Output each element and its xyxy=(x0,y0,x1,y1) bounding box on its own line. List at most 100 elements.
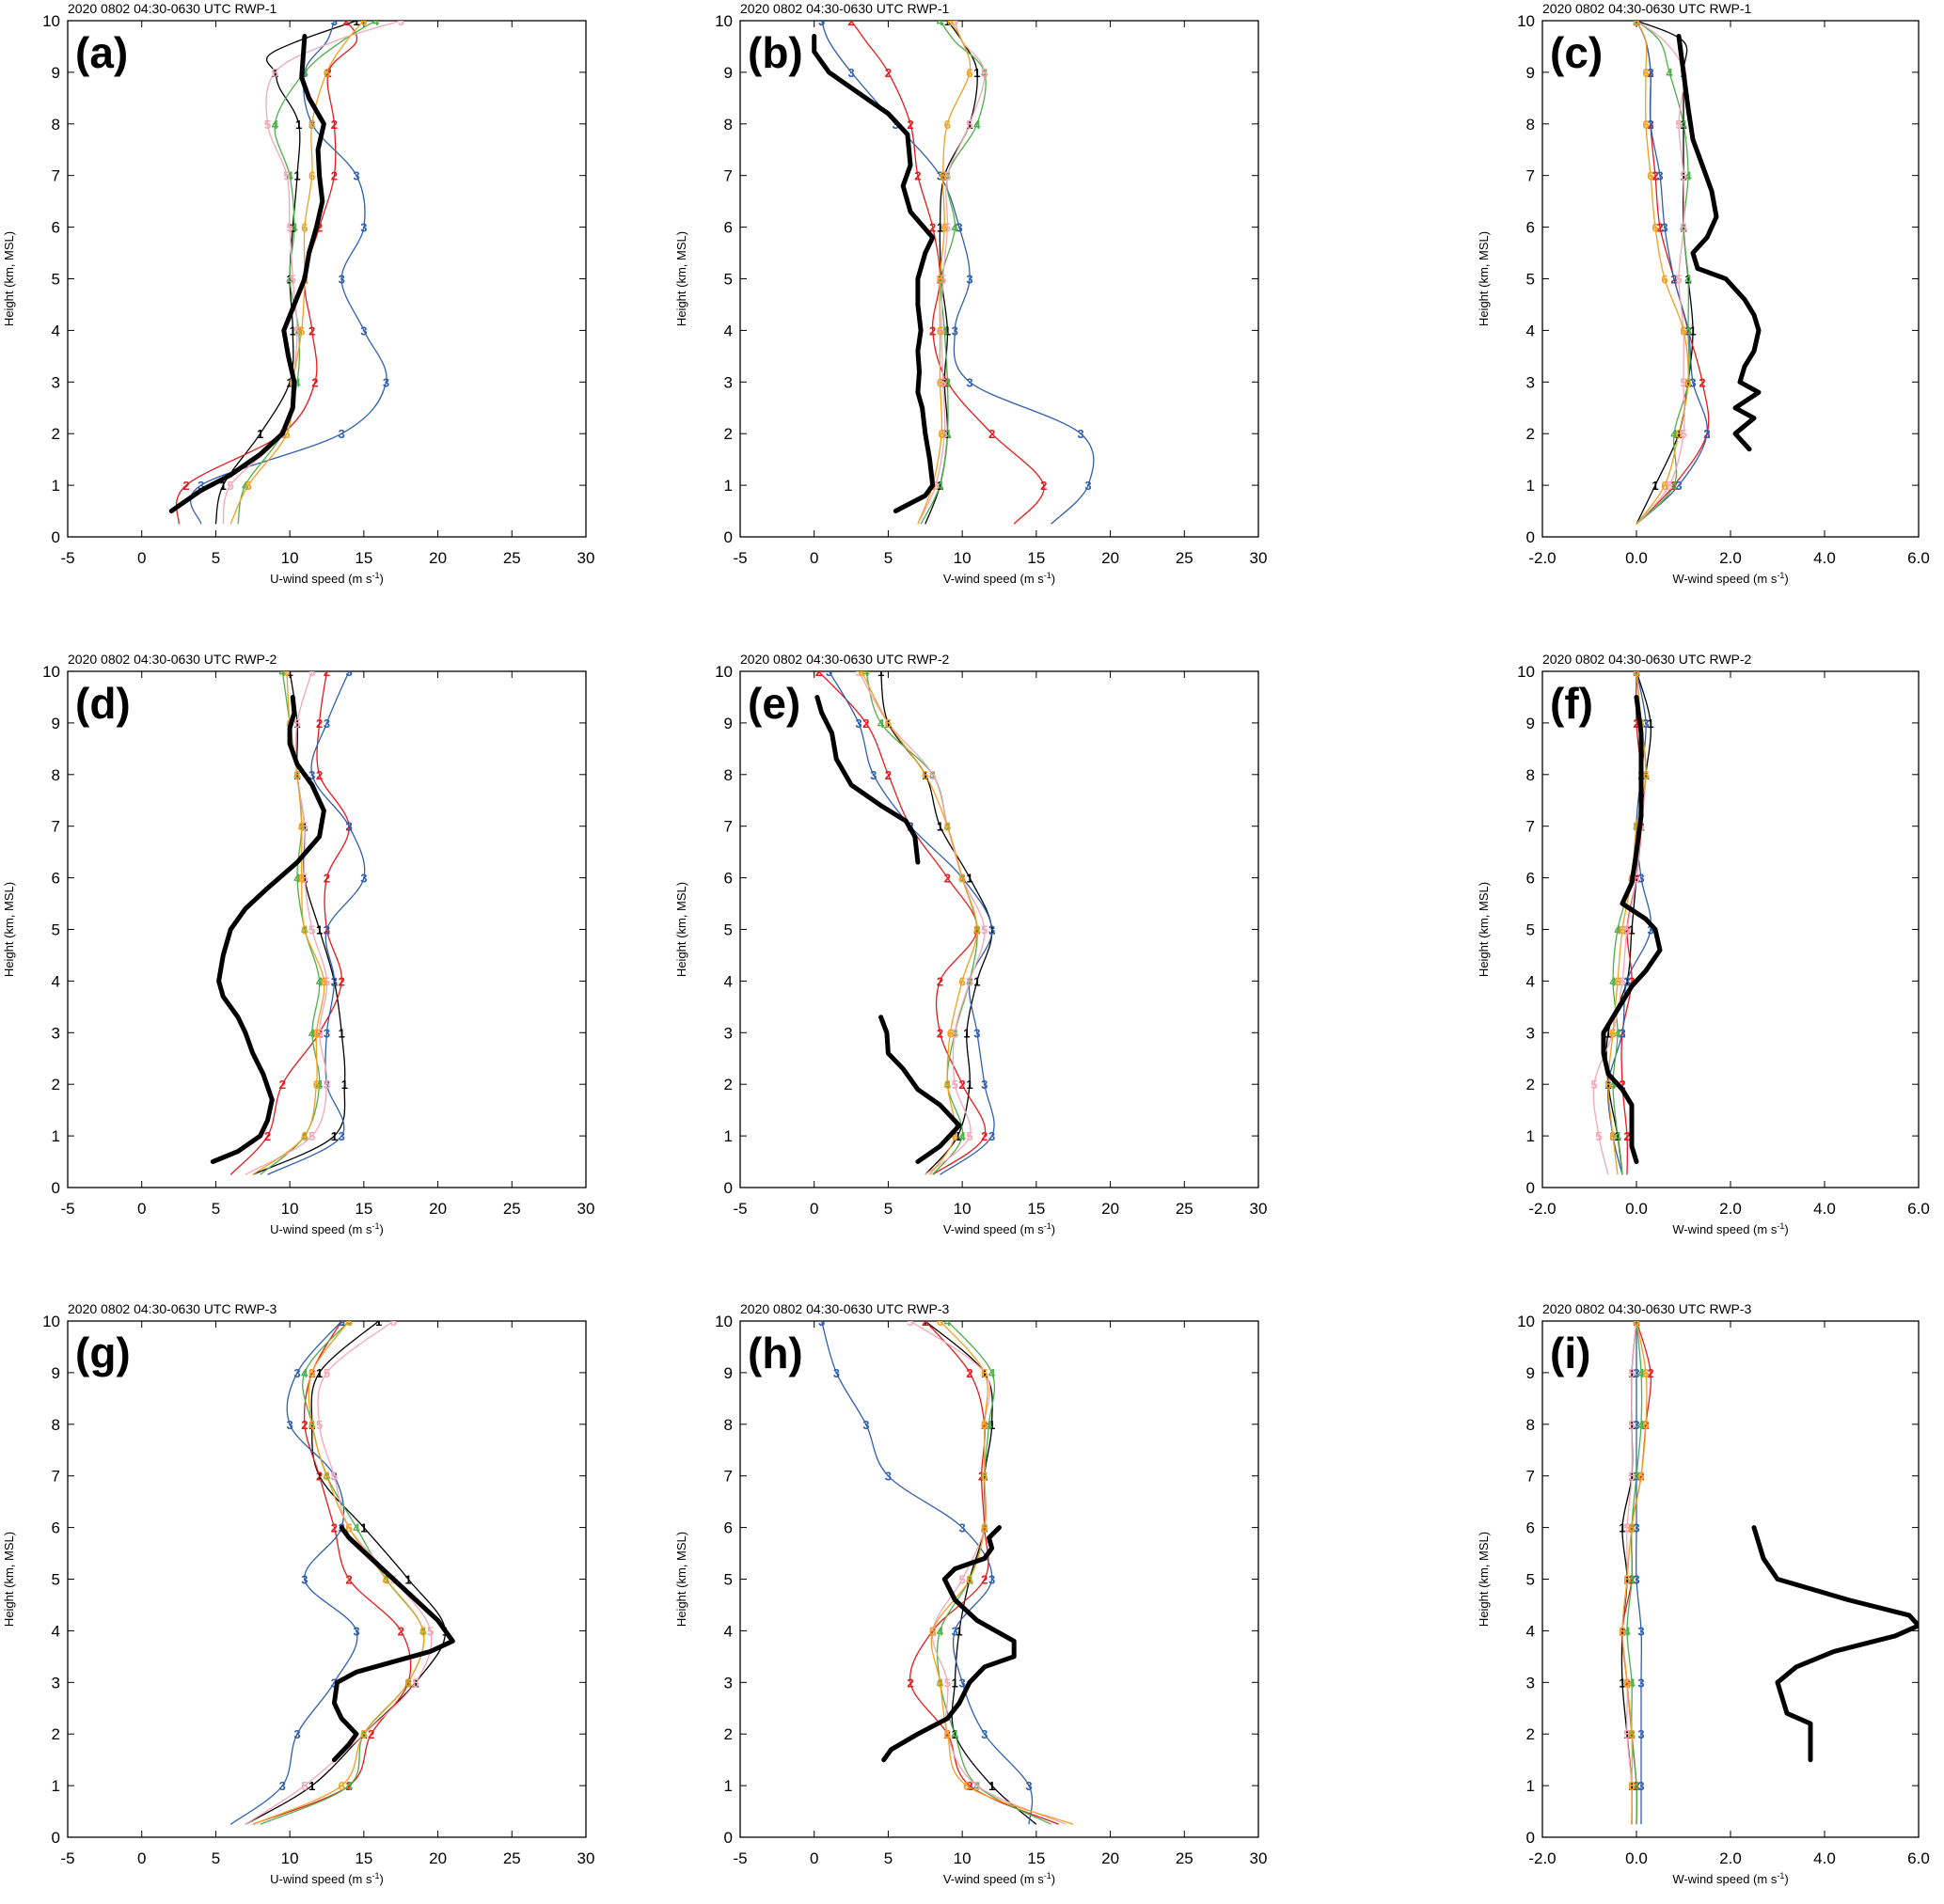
y-tick-label: 0 xyxy=(1526,1829,1535,1847)
series-marker-1: 1 xyxy=(1647,716,1653,731)
series-marker-4: 4 xyxy=(944,1078,952,1092)
series-marker-4: 4 xyxy=(383,1573,390,1587)
series-marker-6: 6 xyxy=(301,1129,308,1143)
series-marker-6: 6 xyxy=(959,872,966,886)
series-marker-5: 5 xyxy=(301,872,308,886)
series-marker-3: 3 xyxy=(331,14,338,28)
y-tick-label: 6 xyxy=(1526,1519,1535,1537)
series-marker-3: 3 xyxy=(339,427,345,441)
series-marker-6: 6 xyxy=(1633,820,1639,834)
y-tick-label: 3 xyxy=(1526,1024,1535,1042)
y-tick-label: 5 xyxy=(52,921,60,939)
y-tick-label: 6 xyxy=(724,870,733,888)
y-tick-label: 2 xyxy=(724,425,733,443)
series-marker-2: 2 xyxy=(264,1129,271,1143)
series-marker-5: 5 xyxy=(324,1078,330,1092)
series-marker-4: 4 xyxy=(973,923,981,937)
x-tick-label: 25 xyxy=(1176,1849,1193,1867)
series-line-3 xyxy=(820,1321,1034,1825)
series-marker-3: 3 xyxy=(331,974,338,988)
series-marker-2: 2 xyxy=(324,66,331,80)
series-marker-1: 1 xyxy=(937,820,943,834)
series-marker-2: 2 xyxy=(937,273,943,287)
x-tick-label: 25 xyxy=(1176,1200,1193,1218)
panel-h: 2020 0802 04:30-0630 UTC RWP-30123456789… xyxy=(674,1301,1267,1886)
series-marker-5: 5 xyxy=(1680,375,1686,389)
series-marker-5: 5 xyxy=(324,974,330,988)
series-marker-6: 6 xyxy=(937,273,943,287)
series-marker-6: 6 xyxy=(1661,479,1667,493)
y-tick-label: 10 xyxy=(715,12,733,30)
x-axis-label: U-wind speed (m s-1) xyxy=(270,571,384,586)
series-marker-2: 2 xyxy=(1670,479,1677,493)
series-line-6 xyxy=(1636,21,1689,525)
x-tick-label: 15 xyxy=(355,1849,372,1867)
panel-title: 2020 0802 04:30-0630 UTC RWP-3 xyxy=(1542,1301,1752,1316)
x-axis-label: V-wind speed (m s-1) xyxy=(943,1221,1055,1236)
x-tick-label: 0.0 xyxy=(1625,1849,1648,1867)
series-marker-3: 3 xyxy=(198,479,204,493)
y-tick-label: 5 xyxy=(52,1571,60,1589)
series-marker-6: 6 xyxy=(1637,1470,1644,1484)
series-marker-3: 3 xyxy=(1633,820,1639,834)
series-marker-4: 4 xyxy=(1633,665,1640,679)
series-marker-3: 3 xyxy=(1675,479,1682,493)
y-tick-label: 4 xyxy=(1526,322,1535,339)
series-marker-3: 3 xyxy=(952,323,958,338)
series-marker-5: 5 xyxy=(1675,118,1682,132)
series-line-6 xyxy=(1621,1321,1648,1825)
series-marker-5: 5 xyxy=(316,1418,323,1432)
series-marker-3: 3 xyxy=(324,1078,330,1092)
y-tick-label: 4 xyxy=(1526,972,1535,990)
series-marker-1: 1 xyxy=(375,1314,382,1329)
series-marker-2: 2 xyxy=(1633,665,1639,679)
series-marker-2: 2 xyxy=(404,1676,411,1690)
x-tick-label: 6.0 xyxy=(1907,549,1930,567)
panel-title: 2020 0802 04:30-0630 UTC RWP-3 xyxy=(740,1301,950,1316)
series-marker-4: 4 xyxy=(1628,1521,1636,1535)
series-marker-6: 6 xyxy=(298,323,305,338)
y-axis-label: Height (km, MSL) xyxy=(1477,1532,1491,1627)
series-marker-1: 1 xyxy=(988,1418,995,1432)
y-tick-label: 10 xyxy=(715,663,733,681)
y-tick-label: 9 xyxy=(52,1364,60,1382)
series-marker-3: 3 xyxy=(339,1314,345,1329)
x-tick-label: 30 xyxy=(1250,549,1268,567)
series-marker-2: 2 xyxy=(862,716,869,731)
series-marker-3: 3 xyxy=(988,923,995,937)
series-marker-3: 3 xyxy=(1633,14,1639,28)
series-marker-2: 2 xyxy=(907,118,913,132)
series-marker-3: 3 xyxy=(1703,427,1710,441)
panel-g: 2020 0802 04:30-0630 UTC RWP-30123456789… xyxy=(2,1301,594,1886)
series-marker-5: 5 xyxy=(907,1314,913,1329)
series-marker-2: 2 xyxy=(308,1366,315,1380)
x-axis-label: W-wind speed (m s-1) xyxy=(1672,1221,1788,1236)
x-tick-label: 10 xyxy=(954,1200,972,1218)
series-marker-4: 4 xyxy=(981,1470,988,1484)
series-marker-6: 6 xyxy=(1619,923,1625,937)
series-marker-5: 5 xyxy=(1666,479,1672,493)
series-marker-4: 4 xyxy=(944,820,952,834)
y-tick-label: 8 xyxy=(1526,1416,1535,1434)
x-tick-label: 6.0 xyxy=(1907,1200,1930,1218)
x-tick-label: 6.0 xyxy=(1907,1849,1930,1867)
x-tick-label: 20 xyxy=(1101,1849,1119,1867)
x-tick-label: -5 xyxy=(60,549,74,567)
plot-frame xyxy=(739,1320,1259,1838)
series-marker-2: 2 xyxy=(342,14,349,28)
series-marker-6: 6 xyxy=(313,1026,320,1040)
series-marker-3: 3 xyxy=(956,221,962,235)
series-marker-4: 4 xyxy=(1670,427,1678,441)
series-marker-4: 4 xyxy=(1633,820,1640,834)
series-marker-5: 5 xyxy=(929,768,936,782)
series-marker-6: 6 xyxy=(1604,1078,1611,1092)
series-marker-4: 4 xyxy=(1633,1470,1640,1484)
series-marker-1: 1 xyxy=(1619,1676,1625,1690)
plot-frame xyxy=(1541,670,1920,1188)
plot-frame xyxy=(67,1320,587,1838)
series-marker-3: 3 xyxy=(1647,118,1653,132)
series-marker-3: 3 xyxy=(1633,1521,1639,1535)
series-marker-2: 2 xyxy=(331,118,338,132)
plot-frame xyxy=(739,670,1259,1188)
series-marker-1: 1 xyxy=(952,1727,958,1741)
